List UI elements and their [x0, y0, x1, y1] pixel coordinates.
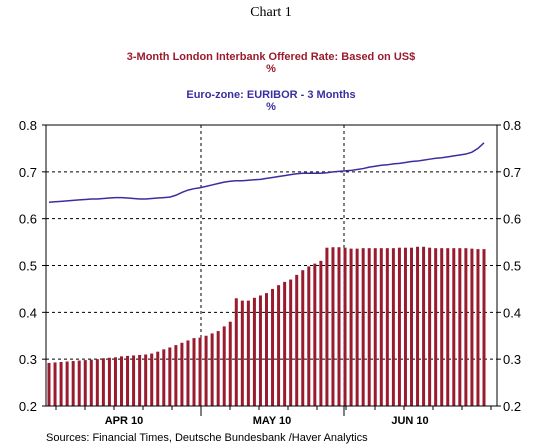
y-tick-label-right: 0.8 [503, 118, 521, 133]
bar-libor [126, 355, 130, 406]
y-tick-label-right: 0.3 [503, 352, 521, 367]
bar-libor [416, 246, 420, 406]
bar-libor [258, 295, 262, 406]
bar-libor [156, 351, 160, 406]
bar-libor [71, 361, 75, 406]
legend-label-libor: 3-Month London Interbank Offered Rate: B… [127, 51, 415, 63]
bar-libor [361, 248, 365, 406]
x-month-label: MAY 10 [253, 415, 292, 427]
bar-libor [434, 248, 438, 406]
bar-libor [422, 246, 426, 406]
plot-area: 0.2 0.2 0.3 0.3 0.4 0.4 0.5 0.5 0.6 0.6 0.7 0.7 0.8 0… [19, 118, 521, 427]
bar-libor [403, 247, 407, 406]
bar-libor [295, 274, 299, 406]
legend-unit-libor: % [266, 63, 276, 75]
bar-libor [379, 248, 383, 406]
bar-libor [101, 358, 105, 406]
bar-libor [246, 300, 250, 407]
bar-libor [150, 353, 154, 406]
y-tick-label-left: 0.7 [19, 165, 37, 180]
y-tick-label-left: 0.3 [19, 352, 37, 367]
bar-libor [162, 349, 166, 406]
line-euribor [48, 142, 485, 204]
bar-libor [452, 248, 456, 406]
bar-libor [174, 345, 178, 406]
bar-libor [228, 321, 232, 406]
bar-libor [132, 355, 136, 406]
bar-libor [476, 249, 480, 406]
bar-libor [307, 266, 311, 406]
bar-libor [446, 248, 450, 406]
bar-libor [289, 279, 293, 406]
y-tick-label-left: 0.6 [19, 212, 37, 227]
chart-title: Chart 1 [250, 5, 292, 20]
x-month-label: JUN 10 [391, 415, 428, 427]
bar-libor [482, 249, 486, 406]
bar-libor [138, 354, 142, 406]
bar-libor [440, 248, 444, 406]
bar-libor [373, 248, 377, 406]
bar-libor [319, 260, 323, 406]
bar-libor [65, 361, 69, 406]
bar-libor [313, 263, 317, 406]
bar-libor [385, 248, 389, 406]
bar-libor [204, 335, 208, 406]
y-tick-label-left: 0.8 [19, 118, 37, 133]
bar-libor [144, 354, 148, 406]
bar-libor [59, 361, 63, 406]
bar-libor [53, 362, 57, 406]
bar-libor [180, 342, 184, 406]
bar-libor [234, 298, 238, 406]
bar-libor [277, 285, 281, 406]
y-tick-label-right: 0.7 [503, 165, 521, 180]
bar-libor [367, 248, 371, 406]
bar-libor [107, 357, 111, 406]
y-tick-label-right: 0.5 [503, 259, 521, 274]
bar-libor [192, 338, 196, 406]
legend-unit-euribor: % [266, 101, 276, 113]
source-note: Sources: Financial Times, Deutsche Bunde… [46, 432, 368, 444]
bar-libor [222, 326, 226, 406]
bar-libor [113, 357, 117, 406]
x-month-label: APR 10 [105, 415, 144, 427]
bar-libor [397, 247, 401, 406]
y-tick-label-right: 0.6 [503, 212, 521, 227]
y-tick-label-left: 0.4 [19, 305, 37, 320]
bar-libor [343, 247, 347, 406]
bar-libor [428, 247, 432, 406]
bar-libor [391, 248, 395, 406]
bar-libor [271, 288, 275, 406]
bar-libor [77, 360, 81, 406]
bar-libor [83, 360, 87, 406]
bar-libor [283, 281, 287, 406]
bar-libor [458, 248, 462, 406]
bar-libor [216, 331, 220, 406]
bar-libor [47, 362, 51, 406]
bar-libor [349, 248, 353, 406]
bar-libor [410, 247, 413, 406]
bar-libor [265, 293, 268, 406]
bar-libor [168, 347, 172, 406]
bar-libor [337, 247, 341, 406]
bar-libor [355, 248, 359, 406]
bar-libor [95, 359, 99, 406]
bar-libor [331, 247, 335, 406]
bar-libor [252, 297, 256, 406]
y-tick-label-left: 0.2 [19, 399, 37, 414]
y-tick-label-left: 0.5 [19, 259, 37, 274]
y-tick-label-right: 0.2 [503, 399, 521, 414]
bar-libor [89, 359, 93, 406]
bar-libor [240, 300, 244, 407]
bar-libor [186, 340, 190, 406]
bar-libor [470, 248, 474, 406]
y-tick-label-right: 0.4 [503, 305, 521, 320]
legend-label-euribor: Euro-zone: EURIBOR - 3 Months [186, 89, 355, 101]
bar-libor [198, 337, 202, 406]
bar-libor [120, 356, 123, 406]
bar-libor [325, 247, 329, 406]
bar-libor [464, 248, 468, 406]
bar-libor [301, 270, 305, 406]
bar-libor [210, 333, 214, 406]
